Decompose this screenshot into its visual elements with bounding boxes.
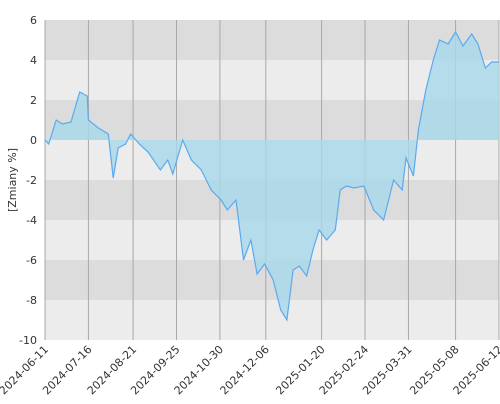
band — [45, 300, 499, 340]
y-axis-label: [Zmiany %] — [6, 148, 19, 212]
y-tick-label: -10 — [19, 334, 37, 347]
band — [45, 20, 499, 60]
y-tick-label: 0 — [30, 134, 37, 147]
x-tick-label: 2024-12-06 — [218, 343, 272, 397]
band — [45, 60, 499, 100]
y-tick-label: 4 — [30, 54, 37, 67]
area — [45, 32, 499, 320]
y-tick-label: -4 — [26, 214, 37, 227]
y-tick-label: 6 — [30, 14, 37, 27]
y-tick-label: -6 — [26, 254, 37, 267]
y-tick-label: 2 — [30, 94, 37, 107]
y-tick-label: -8 — [26, 294, 37, 307]
line — [44, 30, 499, 322]
y-tick-label: -2 — [26, 174, 37, 187]
